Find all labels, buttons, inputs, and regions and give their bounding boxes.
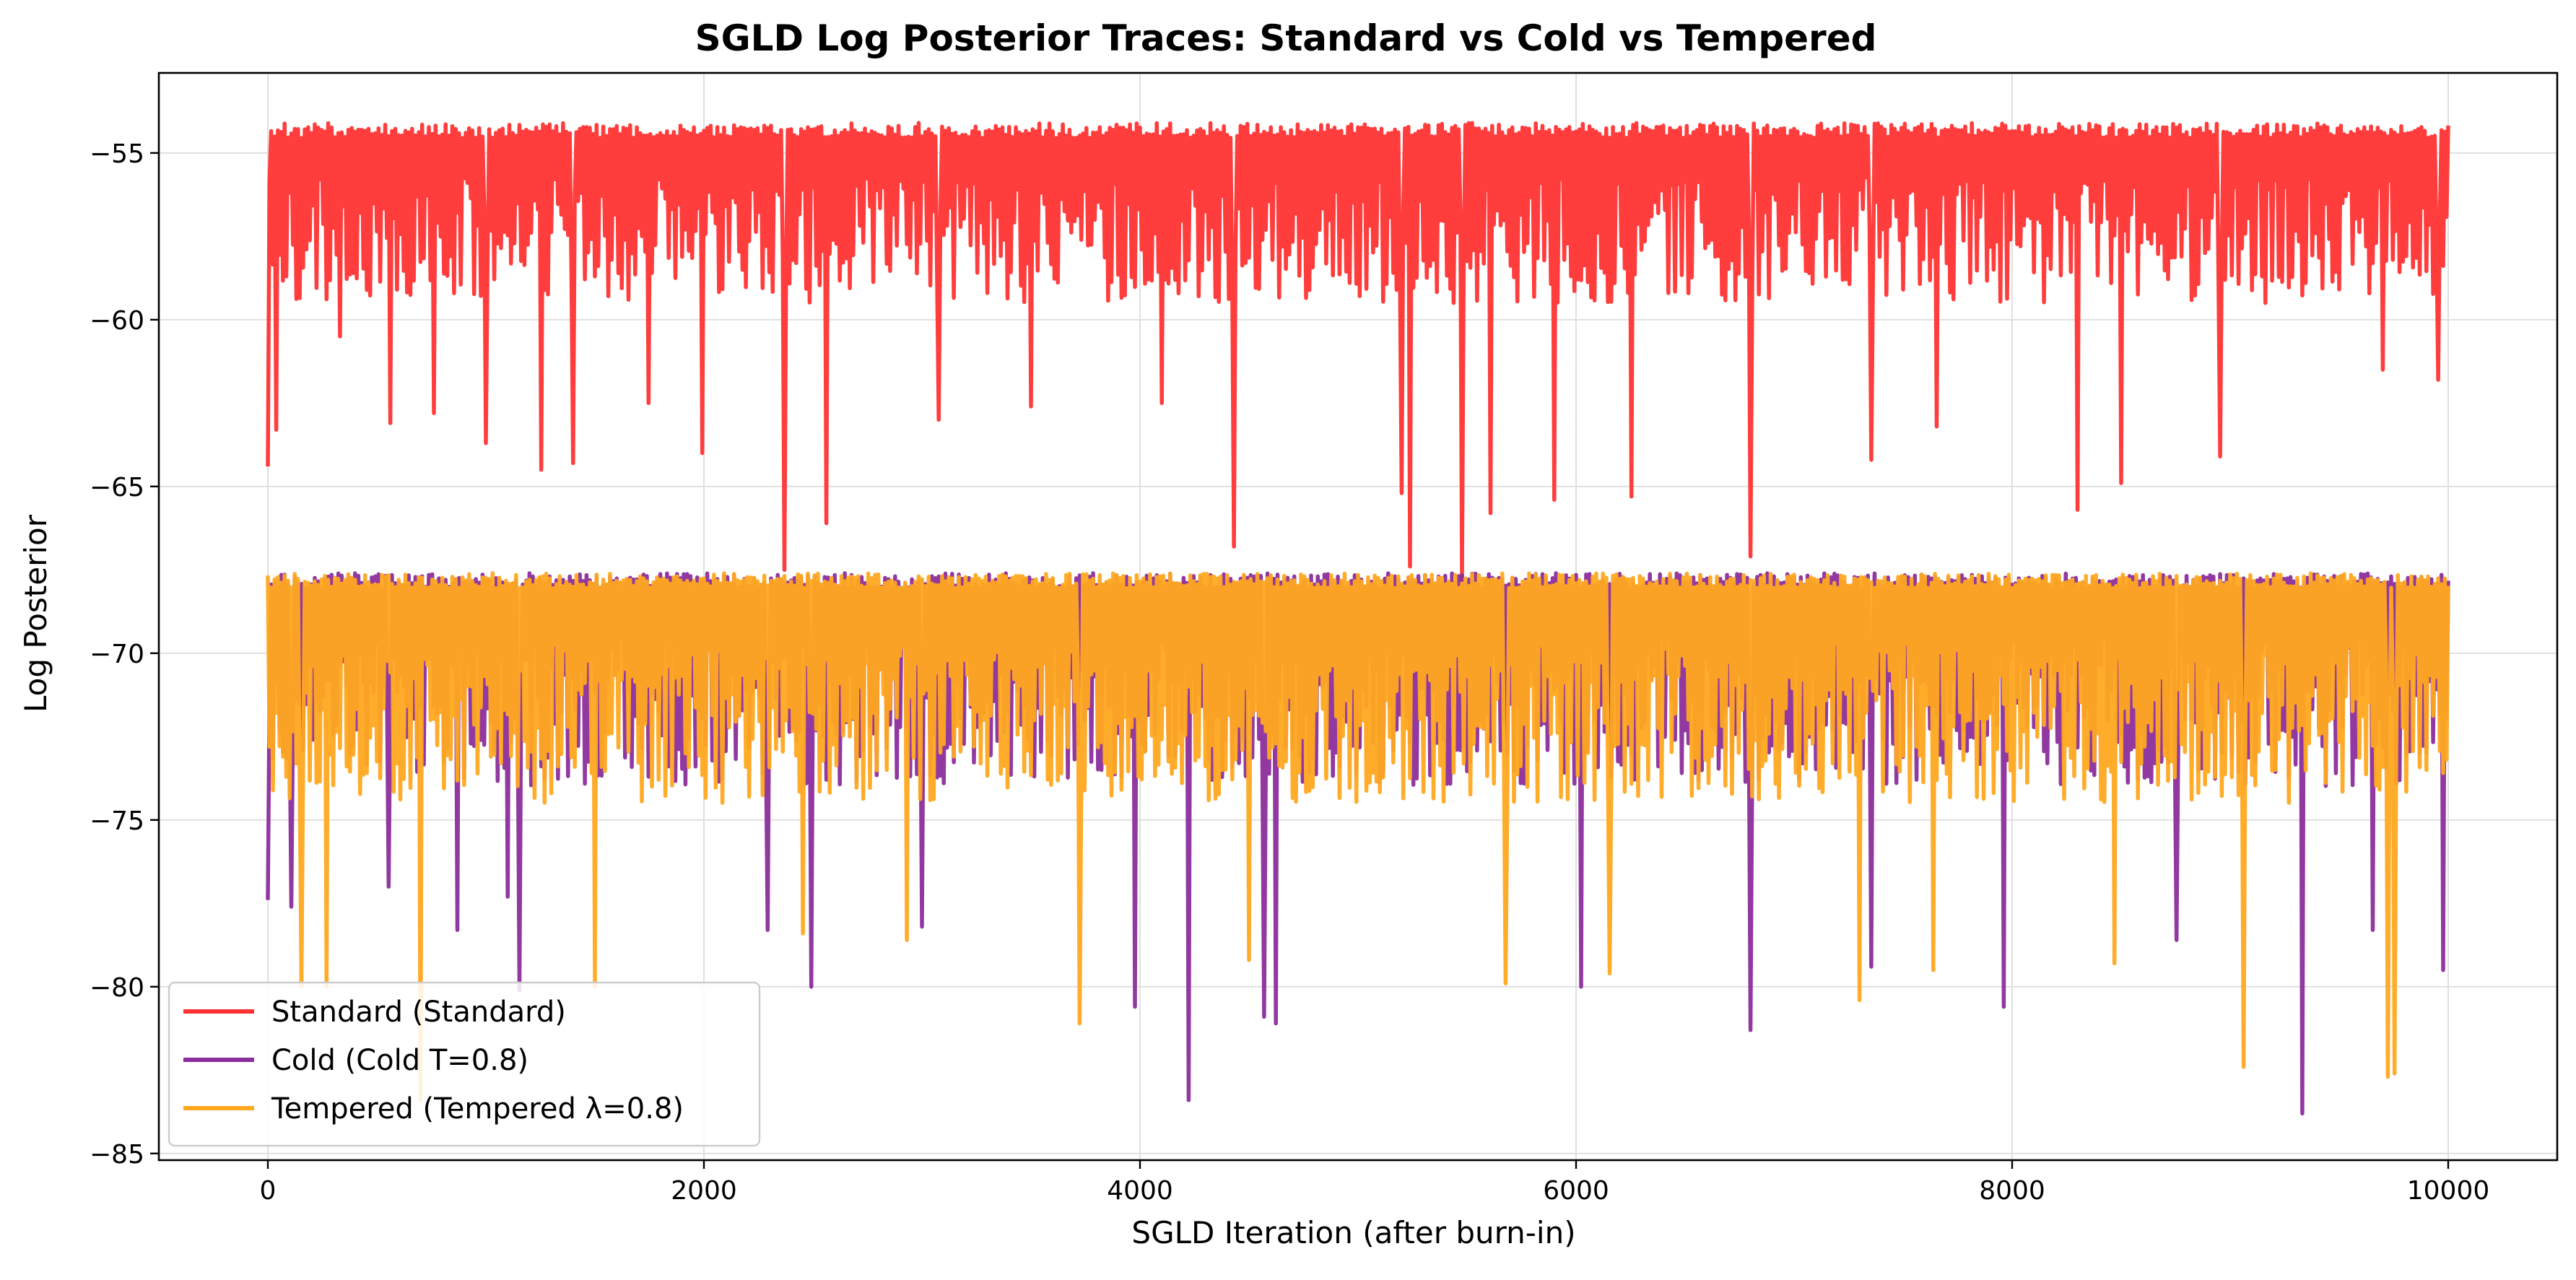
x-tick-label: 0 — [260, 1176, 277, 1206]
x-tick-label: 8000 — [1979, 1176, 2045, 1206]
y-tick-label: −85 — [90, 1140, 144, 1170]
y-tick-label: −60 — [90, 306, 144, 336]
legend-label: Tempered (Tempered λ=0.8) — [271, 1092, 684, 1126]
series-layer — [266, 121, 2450, 1116]
legend: Standard (Standard) Cold (Cold T=0.8) Temp… — [167, 981, 761, 1147]
x-tick-label: 6000 — [1543, 1176, 1609, 1206]
y-tick-label: −70 — [90, 640, 144, 669]
plot-frame — [157, 71, 2559, 1162]
legend-label: Standard (Standard) — [271, 996, 566, 1029]
x-tick-label: 2000 — [671, 1176, 737, 1206]
x-axis-label: SGLD Iteration (after burn-in) — [1131, 1215, 1575, 1250]
chart-title: SGLD Log Posterior Traces: Standard vs C… — [695, 17, 1877, 59]
y-tick-label: −80 — [90, 973, 144, 1003]
legend-box — [167, 981, 761, 1147]
y-tick-label: −75 — [90, 806, 144, 836]
y-tick-label: −55 — [90, 139, 144, 169]
ticks: 0 2000 4000 6000 8000 10000 −55 −60 −65 −70 −75 −80… — [90, 139, 2489, 1206]
x-tick-label: 10000 — [2407, 1176, 2490, 1206]
x-tick-label: 4000 — [1107, 1176, 1173, 1206]
series-line — [266, 571, 2450, 1102]
series-line — [266, 121, 2450, 582]
y-axis-label: Log Posterior — [18, 514, 53, 713]
legend-label: Cold (Cold T=0.8) — [271, 1044, 528, 1077]
y-tick-label: −65 — [90, 473, 144, 502]
